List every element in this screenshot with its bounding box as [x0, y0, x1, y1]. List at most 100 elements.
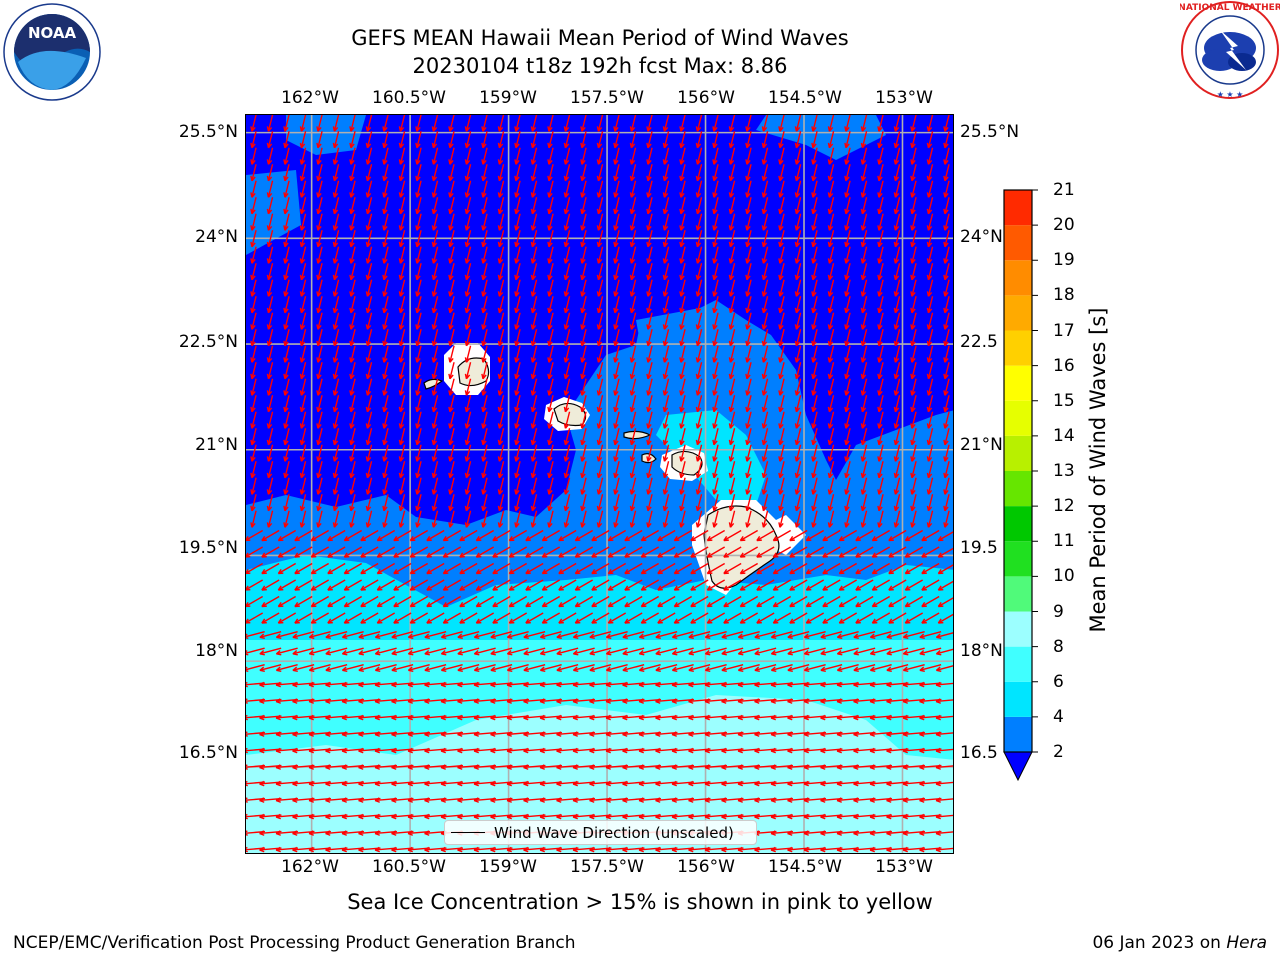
- wave-vector: [409, 546, 429, 558]
- wave-vector: [828, 477, 835, 495]
- wave-vector: [350, 279, 356, 297]
- wave-vector-head: [795, 407, 801, 413]
- wave-vector: [449, 213, 455, 231]
- wave-vector: [564, 329, 571, 346]
- wave-vector: [525, 529, 544, 542]
- wave-vector-head: [845, 522, 850, 528]
- wave-vector-head: [267, 423, 273, 429]
- wave-vector-head: [754, 733, 760, 737]
- wave-vector-head: [845, 242, 850, 248]
- wave-vector: [449, 180, 455, 198]
- wave-vector: [548, 329, 554, 346]
- wave-vector: [300, 197, 307, 214]
- wave-vector-head: [333, 522, 339, 528]
- wave-vector: [449, 296, 455, 313]
- wave-vector-head: [515, 390, 520, 396]
- wave-vector-head: [366, 489, 372, 495]
- wave-vector-head: [292, 717, 298, 721]
- wave-vector-head: [845, 192, 850, 198]
- wave-vector: [564, 345, 571, 363]
- wave-vector-head: [861, 143, 867, 149]
- wave-vector: [383, 296, 389, 313]
- wave-vector-head: [498, 225, 504, 231]
- wave-vector-head: [878, 225, 883, 231]
- wave-vector: [515, 329, 521, 346]
- wave-vector: [713, 147, 719, 165]
- wave-vector: [812, 362, 818, 379]
- wave-vector: [779, 230, 785, 247]
- wave-vector-head: [284, 258, 289, 264]
- wave-vector-head: [564, 374, 570, 380]
- wave-vector-head: [581, 192, 586, 198]
- wave-vector: [828, 510, 835, 528]
- wave-vector-head: [341, 733, 347, 737]
- wave-vector-head: [251, 407, 256, 413]
- wave-vector: [663, 329, 670, 346]
- wave-vector-head: [251, 143, 256, 149]
- wave-vector: [647, 164, 653, 181]
- wave-vector-head: [482, 159, 487, 165]
- wave-vector-head: [267, 143, 273, 149]
- wave-vector-head: [267, 192, 273, 198]
- wave-vector: [251, 444, 257, 462]
- wave-vector: [376, 612, 396, 624]
- wave-vector: [871, 595, 891, 608]
- wave-vector-head: [246, 650, 248, 653]
- wave-vector-head: [581, 440, 586, 446]
- wave-vector: [779, 494, 785, 511]
- wave-vector: [284, 131, 290, 148]
- wave-vector-head: [465, 473, 471, 479]
- wave-vector: [762, 263, 769, 280]
- wave-vector: [267, 395, 274, 412]
- wave-vector: [564, 461, 571, 478]
- wave-vector-head: [845, 275, 850, 281]
- wave-vector-head: [911, 192, 916, 198]
- wave-vector-head: [308, 700, 314, 704]
- wave-vector: [449, 197, 455, 214]
- wave-vector: [894, 296, 901, 313]
- wave-vector: [614, 263, 620, 280]
- wave-vector-head: [440, 700, 446, 704]
- wave-vector: [690, 612, 709, 624]
- wave-vector-head: [737, 733, 743, 737]
- wave-vector: [482, 115, 488, 132]
- wave-vector: [804, 647, 826, 655]
- wave-vector-head: [663, 522, 669, 528]
- wave-vector: [383, 164, 389, 181]
- map-panel[interactable]: Wind Wave Direction (unscaled): [245, 114, 954, 854]
- wave-vector-head: [894, 506, 900, 512]
- wave-vector-head: [333, 390, 339, 396]
- wave-vector-head: [267, 242, 273, 248]
- wave-vector: [498, 444, 505, 462]
- lat-tick-label: 18°N: [960, 641, 1003, 661]
- wave-vector-head: [754, 669, 760, 672]
- wave-vector: [531, 477, 538, 495]
- wave-vector-head: [333, 407, 339, 413]
- wave-vector-head: [292, 750, 298, 754]
- wave-vector: [861, 147, 868, 165]
- lat-tick-label: 25.5°N: [178, 122, 238, 142]
- wave-vector-head: [531, 275, 537, 281]
- wave-vector-head: [696, 209, 702, 215]
- wave-vector: [927, 131, 934, 148]
- wave-vector-head: [671, 700, 677, 704]
- wave-vector-head: [729, 390, 735, 396]
- wave-vector-head: [861, 522, 867, 528]
- wave-vector: [927, 329, 934, 346]
- wave-vector: [416, 279, 422, 297]
- wave-vector: [531, 312, 538, 330]
- wave-vector-head: [449, 225, 454, 231]
- wave-vector: [531, 197, 538, 214]
- wave-vector: [581, 378, 587, 396]
- wave-vector: [772, 595, 792, 608]
- wave-vector-head: [804, 669, 810, 672]
- wave-vector-head: [366, 374, 372, 380]
- wave-vector-head: [630, 324, 636, 330]
- wave-vector: [475, 529, 495, 542]
- wave-vector: [564, 362, 571, 379]
- wave-vector: [449, 147, 455, 165]
- wave-vector-head: [383, 522, 388, 528]
- wave-vector: [284, 197, 290, 214]
- wave-vector: [696, 444, 703, 462]
- wave-vector: [465, 378, 472, 396]
